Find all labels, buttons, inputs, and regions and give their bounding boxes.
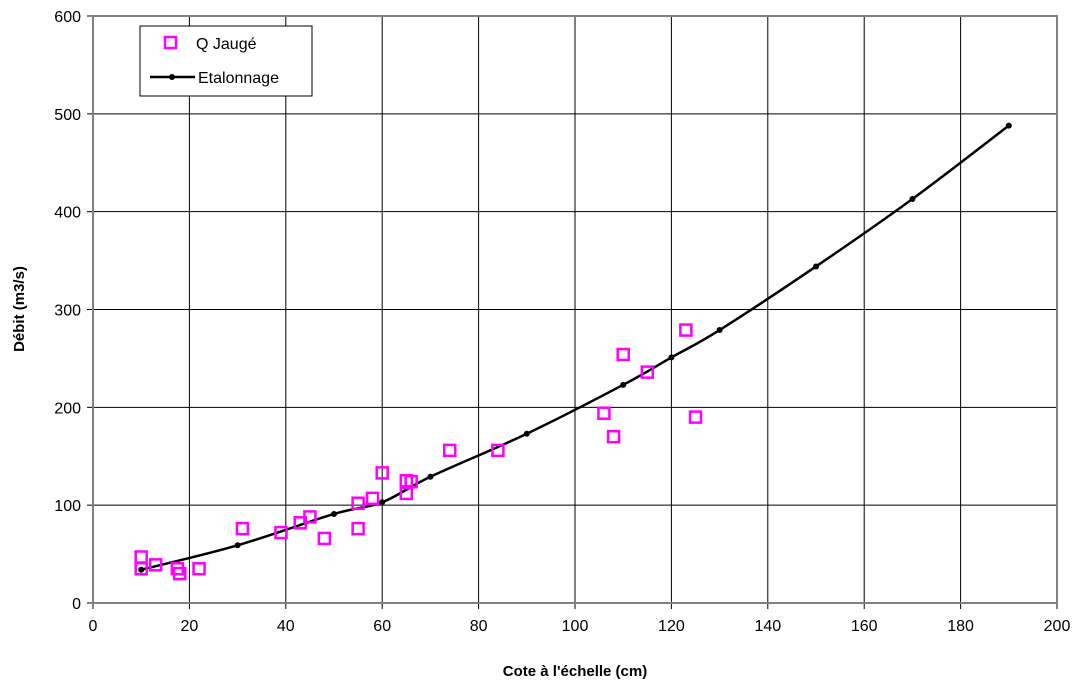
y-tick-label: 200 [54,400,81,417]
x-tick-label: 20 [181,618,199,635]
q-jauge-point [375,466,389,480]
x-axis-title: Cote à l'échelle (cm) [503,663,647,680]
y-axis-ticks: 0 100 200 300 400 500 600 [54,9,93,613]
q-jauge-point [192,562,206,576]
q-jauge-point [134,562,148,576]
x-tick-label: 60 [373,618,391,635]
y-tick-label: 500 [54,107,81,124]
q-jauge-point [148,558,163,572]
legend-label-etalonnage: Etalonnage [198,70,279,87]
x-axis-ticks: 0 20 40 60 80 100 120 140 160 180 200 [89,603,1071,635]
q-jauge-point [442,443,457,458]
etalonnage-point [234,542,241,549]
x-tick-label: 180 [947,618,974,635]
series-markers-q-jauge [134,323,703,581]
legend-label-q-jauge: Q Jaugé [196,36,257,53]
q-jauge-point [679,323,693,337]
y-tick-label: 300 [54,303,81,320]
etalonnage-point [1005,122,1012,129]
q-jauge-point [317,531,332,546]
etalonnage-point [620,381,627,388]
x-tick-label: 120 [658,618,685,635]
legend-marker-q-jauge [163,35,178,50]
x-tick-label: 160 [851,618,878,635]
x-tick-label: 200 [1044,618,1071,635]
q-jauge-point [365,491,380,506]
q-jauge-point [274,525,288,540]
q-jauge-point [597,406,611,420]
legend: Q Jaugé Etalonnage [139,25,313,97]
x-tick-label: 80 [470,618,488,635]
y-tick-label: 0 [72,596,81,613]
q-jauge-point [235,521,250,536]
x-tick-label: 100 [562,618,589,635]
etalonnage-point [716,327,723,334]
q-jauge-point [616,347,630,362]
gridlines [93,16,1057,603]
y-tick-label: 100 [54,498,81,515]
series-line-etalonnage [140,124,1010,571]
q-jauge-point [491,443,505,458]
x-tick-label: 0 [89,618,98,635]
q-jauge-point [404,474,418,489]
etalonnage-point [813,263,819,270]
etalonnage-point [331,510,337,517]
q-jauge-point [640,365,655,379]
etalonnage-point [523,430,530,437]
legend-dot-etalonnage [169,74,175,80]
q-jauge-point [606,429,621,444]
y-tick-label: 400 [54,205,81,222]
plot-frame [92,15,1058,604]
q-jauge-point [688,410,703,424]
etalonnage-point [427,473,434,480]
y-axis-title: Débit (m3/s) [11,266,28,352]
x-tick-label: 40 [277,618,295,635]
y-tick-label: 600 [54,9,81,26]
q-jauge-point [303,510,317,524]
series-dots-etalonnage [138,122,1012,573]
etalonnage-point [668,354,675,361]
q-jauge-point [173,566,187,581]
etalonnage-point [909,195,916,202]
q-jauge-point [351,521,365,536]
x-tick-label: 140 [754,618,781,635]
etalonnage-point [138,566,145,573]
etalonnage-point [379,499,386,506]
q-jauge-point [351,496,365,510]
